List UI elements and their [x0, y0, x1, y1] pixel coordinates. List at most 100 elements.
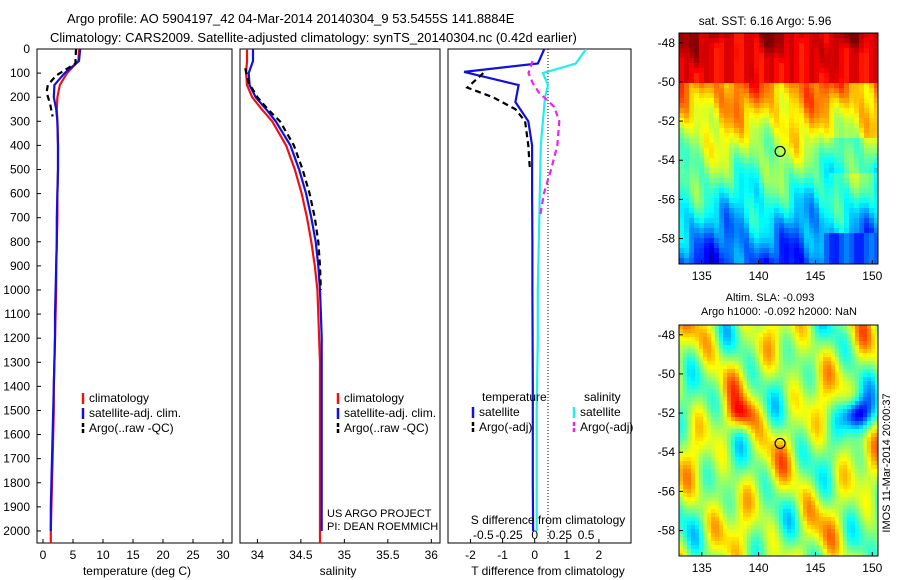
sla-cell	[863, 553, 867, 556]
sla-cell	[691, 349, 695, 353]
sla-cell	[763, 493, 767, 497]
sla-cell	[843, 493, 847, 497]
sst-cell	[834, 178, 839, 183]
sst-cell	[694, 258, 699, 263]
sst-cell	[679, 198, 684, 203]
sst-cell	[719, 168, 724, 173]
sst-cell	[799, 173, 804, 178]
sst-cell	[849, 53, 854, 58]
sla-cell	[711, 389, 715, 393]
sla-cell	[763, 545, 767, 549]
sla-cell	[815, 521, 819, 525]
sla-cell	[827, 365, 831, 369]
sla-cell	[695, 405, 699, 409]
sla-cell	[695, 361, 699, 365]
sst-cell	[824, 163, 829, 168]
sst-cell	[764, 118, 769, 123]
sla-cell	[755, 497, 759, 501]
sla-cell	[755, 493, 759, 497]
sla-cell	[799, 437, 803, 441]
sst-cell	[844, 73, 849, 78]
sst-cell	[859, 213, 864, 218]
sla-cell	[775, 481, 779, 485]
sla-cell	[695, 477, 699, 481]
sla-cell	[827, 525, 831, 529]
sla-cell	[703, 449, 707, 453]
sla-cell	[751, 533, 755, 537]
sst-cell	[739, 73, 744, 78]
sst-cell	[844, 48, 849, 53]
sst-cell	[824, 128, 829, 133]
sla-cell	[751, 473, 755, 477]
sla-cell	[791, 417, 795, 421]
sla-cell	[815, 361, 819, 365]
sst-cell	[709, 253, 714, 258]
sla-cell	[719, 541, 723, 545]
sla-cell	[779, 409, 783, 413]
sla-cell	[855, 353, 859, 357]
sla-cell	[747, 497, 751, 501]
sla-cell	[739, 437, 743, 441]
sst-cell	[784, 143, 789, 148]
sla-cell	[739, 549, 743, 553]
sla-cell	[715, 381, 719, 385]
sst-cell	[864, 183, 869, 188]
sla-cell	[775, 337, 779, 341]
sla-cell	[863, 349, 867, 353]
sla-cell	[807, 433, 811, 437]
sla-cell	[799, 393, 803, 397]
sla-cell	[819, 445, 823, 449]
sst-cell	[784, 218, 789, 223]
sst-cell	[679, 118, 684, 123]
sla-cell	[687, 545, 691, 549]
sla-cell	[767, 381, 771, 385]
sla-cell	[811, 445, 815, 449]
sst-cell	[854, 113, 859, 118]
sst-cell	[849, 58, 854, 63]
sst-cell	[689, 138, 694, 143]
sst-cell	[694, 43, 699, 48]
sla-cell	[711, 369, 715, 373]
sst-cell	[699, 108, 704, 113]
sst-cell	[824, 73, 829, 78]
sla-cell	[751, 325, 755, 329]
sst-cell	[859, 148, 864, 153]
imos-timestamp: IMOS 11-Mar-2014 20:00:37	[881, 393, 893, 532]
sla-cell	[687, 445, 691, 449]
sla-cell	[699, 421, 703, 425]
sla-cell	[779, 445, 783, 449]
sla-cell	[711, 453, 715, 457]
sla-cell	[699, 333, 703, 337]
sst-cell	[854, 43, 859, 48]
sla-cell	[851, 521, 855, 525]
map-y-tick-label: -54	[658, 153, 676, 167]
sla-cell	[871, 453, 875, 457]
sla-cell	[771, 449, 775, 453]
sla-cell	[771, 461, 775, 465]
sst-cell	[709, 53, 714, 58]
sla-cell	[859, 453, 863, 457]
sla-cell	[767, 533, 771, 537]
sst-cell	[774, 113, 779, 118]
sst-cell	[849, 63, 854, 68]
sst-cell	[684, 93, 689, 98]
sst-cell	[834, 218, 839, 223]
sst-cell	[689, 163, 694, 168]
sla-cell	[811, 521, 815, 525]
sla-cell	[703, 437, 707, 441]
sla-cell	[679, 405, 683, 409]
sla-cell	[679, 477, 683, 481]
sla-cell	[867, 333, 871, 337]
sst-cell	[764, 203, 769, 208]
sst-cell	[754, 243, 759, 248]
sla-cell	[699, 389, 703, 393]
sla-cell	[699, 469, 703, 473]
sla-cell	[875, 385, 878, 389]
sla-cell	[747, 425, 751, 429]
sla-cell	[787, 333, 791, 337]
sst-cell	[724, 228, 729, 233]
sst-cell	[679, 173, 684, 178]
sla-cell	[719, 501, 723, 505]
sla-cell	[815, 545, 819, 549]
sla-cell	[695, 469, 699, 473]
